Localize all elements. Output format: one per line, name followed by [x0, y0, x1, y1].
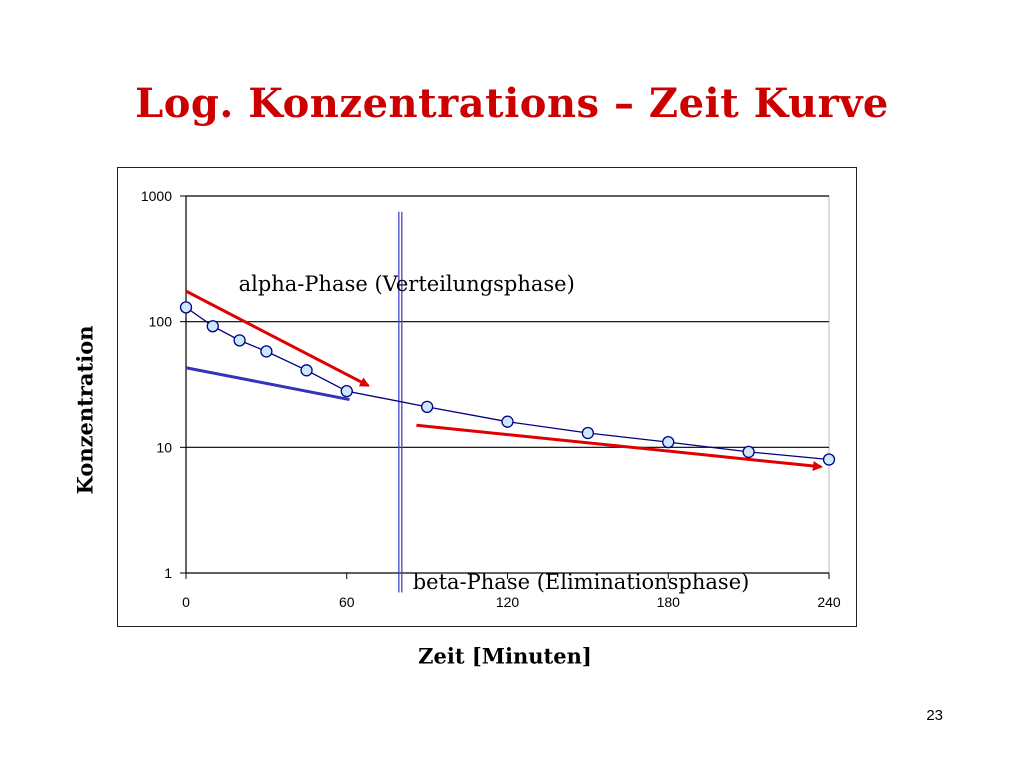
y-tick-label: 1000 [141, 188, 172, 204]
data-point [501, 415, 514, 428]
y-tick-label: 1 [164, 565, 172, 581]
beta-trend-line [416, 423, 823, 471]
data-point [300, 364, 313, 377]
data-point [260, 345, 273, 358]
x-tick-label: 180 [657, 594, 681, 610]
beta-extrapolation-line [185, 366, 350, 402]
annotation-text: beta-Phase (Eliminationsphase) [413, 570, 750, 594]
data-point [233, 334, 246, 347]
data-point [822, 453, 836, 466]
data-point [206, 320, 219, 333]
x-tick-label: 120 [496, 594, 520, 610]
y-tick-label: 10 [156, 439, 172, 455]
x-tick-label: 60 [339, 594, 355, 610]
data-point [420, 400, 434, 413]
y-tick-label: 100 [149, 314, 173, 330]
slide-title: Log. Konzentrations – Zeit Kurve [135, 80, 889, 127]
data-point [662, 435, 675, 449]
data-point [581, 426, 595, 440]
annotation-text: alpha-Phase (Verteilungsphase) [239, 272, 575, 296]
data-point [179, 301, 193, 314]
x-tick-label: 240 [817, 594, 841, 610]
data-point [742, 445, 755, 459]
y-axis-title: Konzentration [72, 325, 98, 495]
plot-area [185, 195, 830, 574]
x-tick-label: 0 [182, 594, 190, 610]
x-axis-title: Zeit [Minuten] [418, 643, 592, 669]
alpha-trend-line [185, 289, 370, 387]
data-point [340, 384, 353, 398]
page-number: 23 [926, 707, 943, 724]
